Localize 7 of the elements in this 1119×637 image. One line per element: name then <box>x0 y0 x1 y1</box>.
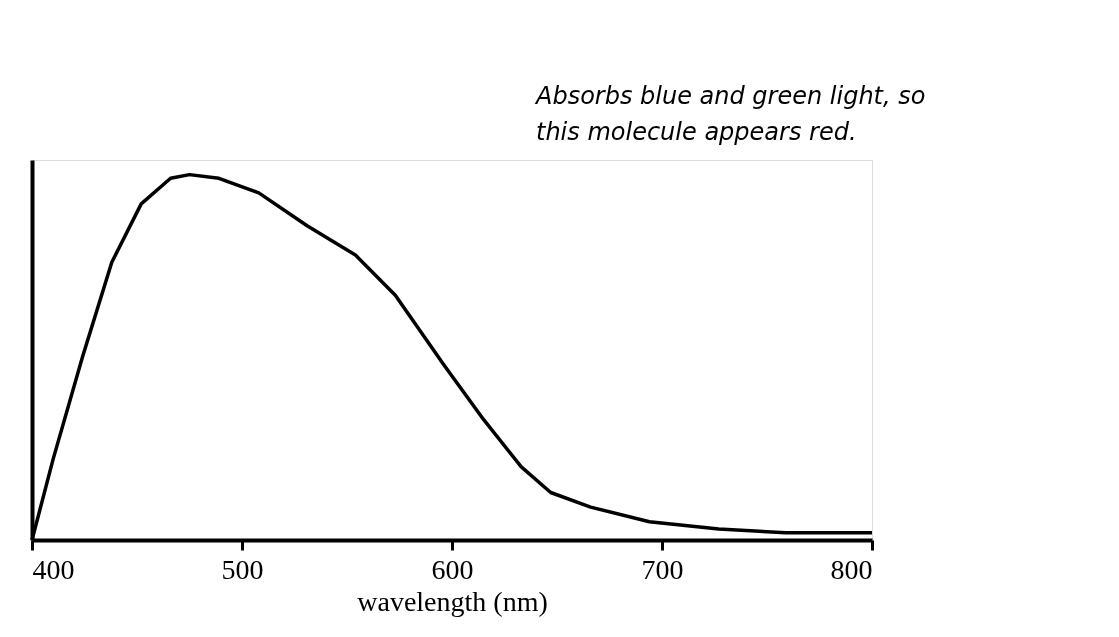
x-tick-label: 500 <box>221 553 264 585</box>
x-tick-label: 400 <box>32 553 75 585</box>
x-tick-label: 800 <box>830 553 873 585</box>
text: Absorbs blue and green light, so this molecule appears red. <box>534 82 926 146</box>
x-tick-label: 700 <box>641 553 684 585</box>
x-axis-title: wavelength (nm) <box>357 585 548 617</box>
x-tick-label: 600 <box>431 553 474 585</box>
